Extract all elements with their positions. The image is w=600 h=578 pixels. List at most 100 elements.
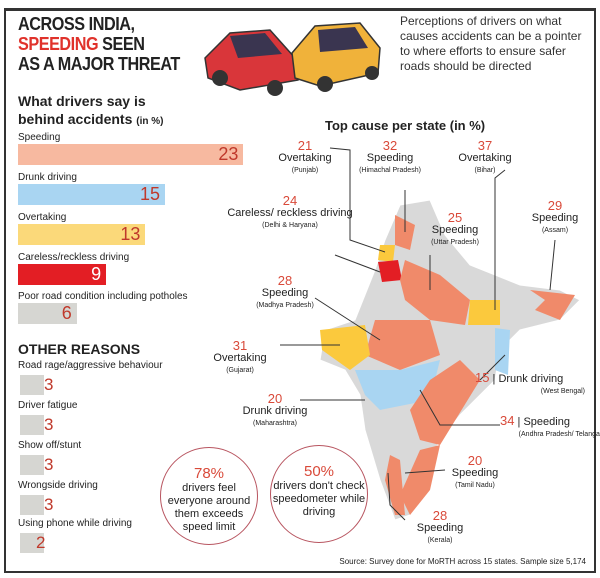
state-value: 21 — [297, 138, 313, 153]
state-cause: Careless/ reckless driving — [227, 207, 353, 219]
state-name: (Kerala) — [427, 537, 453, 544]
state-label: 28 Speeding (Madhya Pradesh) — [220, 273, 350, 312]
headline-line1: ACROSS INDIA, — [18, 14, 135, 34]
state-value: 29 — [547, 198, 563, 213]
state-name: (Andhra Pradesh/ Telangana) — [518, 431, 600, 438]
state-value: 32 — [382, 138, 398, 153]
state-label: 34 | Speeding (Andhra Pradesh/ Telangana… — [500, 413, 600, 441]
headline-line2: SEEN — [98, 34, 145, 54]
bar-label: Drunk driving — [18, 172, 77, 183]
bar: 23 — [18, 144, 244, 165]
bar: 9 — [18, 264, 107, 285]
state-value: 20 — [467, 453, 483, 468]
subtitle-line2: behind accidents — [18, 111, 133, 127]
state-label: 21 Overtaking (Punjab) — [240, 138, 370, 177]
other-reason-label: Using phone while driving — [18, 518, 132, 529]
state-cause: Speeding — [416, 522, 464, 534]
state-punjab — [378, 245, 395, 262]
subtitle-line1: What drivers say is — [18, 93, 146, 109]
other-reason-label: Show off/stunt — [18, 440, 82, 451]
callout-pct: 78% — [193, 465, 225, 482]
other-reason-label: Wrongside driving — [18, 480, 98, 491]
other-reason-value: 3 — [44, 495, 54, 514]
other-reason-bar — [20, 415, 44, 435]
bar-label: Overtaking — [18, 212, 67, 223]
state-value: 28 — [432, 508, 448, 523]
state-value: 34 — [500, 413, 515, 428]
state-value: 20 — [267, 391, 283, 406]
state-cause: Overtaking — [278, 152, 332, 164]
infographic-frame — [4, 8, 596, 573]
source-note: Source: Survey done for MoRTH across 15 … — [339, 557, 586, 566]
state-label: 20 Drunk driving (Maharashtra) — [210, 391, 340, 430]
state-label: 29 Speeding (Assam) — [490, 198, 600, 237]
state-label: 24 Careless/ reckless driving (Delhi & Ha… — [225, 193, 355, 232]
subtitle-unit: (in %) — [136, 116, 164, 127]
state-andhra-telangana — [410, 360, 480, 445]
state-madhya-pradesh — [365, 320, 440, 370]
headline-highlight: SPEEDING — [18, 34, 99, 54]
state-assam — [530, 290, 575, 320]
callout-circle-78: 78% drivers feel everyone around them ex… — [160, 447, 258, 545]
state-value: 24 — [282, 193, 298, 208]
state-name: (Gujarat) — [226, 367, 254, 374]
state-label: 20 Speeding (Tamil Nadu) — [410, 453, 540, 492]
state-cause: Speeding — [366, 152, 414, 164]
state-name: (Uttar Pradesh) — [431, 239, 479, 246]
other-reason-value: 3 — [44, 415, 54, 434]
state-cause: Overtaking — [213, 352, 267, 364]
callout-circle-50: 50% drivers don't check speedometer whil… — [270, 445, 368, 543]
state-kerala — [385, 455, 405, 515]
state-label: 15 | Drunk driving (West Bengal) — [475, 371, 585, 398]
bar-label: Speeding — [18, 132, 61, 143]
state-cause: Drunk driving — [498, 373, 564, 385]
state-label: 28 Speeding (Kerala) — [375, 508, 505, 547]
other-reason-value: 3 — [44, 455, 54, 474]
intro-text: Perceptions of drivers on what causes ac… — [400, 14, 582, 73]
headline-line3: AS A MAJOR THREAT — [18, 54, 180, 74]
state-name: (Himachal Pradesh) — [359, 167, 421, 174]
state-name: (Punjab) — [291, 167, 319, 174]
state-cause: Speeding — [523, 416, 570, 428]
other-reason-bar — [20, 375, 44, 395]
state-cause: Overtaking — [458, 152, 512, 164]
other-reason-bar — [20, 533, 44, 553]
state-himachal — [395, 215, 415, 250]
bar: 6 — [18, 303, 77, 324]
leader-lines — [280, 147, 556, 521]
state-name: (Maharashtra) — [253, 420, 297, 427]
bar-chart-title: What drivers say is behind accidents (in… — [18, 92, 163, 131]
yellow-car-icon — [291, 22, 381, 92]
other-reason-label: Driver fatigue — [18, 400, 78, 411]
bar-label: Poor road condition including potholes — [18, 291, 188, 302]
state-label: 31 Overtaking (Gujarat) — [175, 338, 305, 377]
state-cause: Speeding — [451, 467, 499, 479]
callout-pct: 50% — [303, 463, 335, 480]
bar-label: Careless/reckless driving — [18, 252, 130, 263]
state-name: (Tamil Nadu) — [455, 482, 495, 489]
other-reason-label: Road rage/aggressive behaviour — [18, 360, 163, 371]
other-reason-value: 3 — [44, 375, 54, 394]
state-label: 32 Speeding (Himachal Pradesh) — [325, 138, 455, 177]
state-name: (West Bengal) — [540, 388, 585, 395]
crashed-cars-illustration — [204, 22, 381, 96]
state-cause: Speeding — [531, 212, 579, 224]
headline: ACROSS INDIA, SPEEDING SEEN AS A MAJOR T… — [18, 14, 180, 74]
callout-text: drivers feel everyone around them exceed… — [167, 482, 251, 533]
state-label: 37 Overtaking (Bihar) — [420, 138, 550, 177]
other-reason-value: 2 — [36, 533, 46, 552]
state-cause: Speeding — [261, 287, 309, 299]
other-reasons-title: OTHER REASONS — [18, 341, 141, 357]
state-tamil-nadu — [400, 445, 440, 515]
state-value: 37 — [477, 138, 493, 153]
state-label: 25 Speeding (Uttar Pradesh) — [390, 210, 520, 249]
state-value: 25 — [447, 210, 463, 225]
map-title: Top cause per state (in %) — [325, 118, 486, 133]
state-name: (Assam) — [541, 227, 569, 234]
state-bihar — [468, 300, 500, 325]
bar: 13 — [18, 224, 146, 245]
state-value: 28 — [277, 273, 293, 288]
state-haryana — [378, 260, 402, 282]
state-value: 31 — [232, 338, 248, 353]
